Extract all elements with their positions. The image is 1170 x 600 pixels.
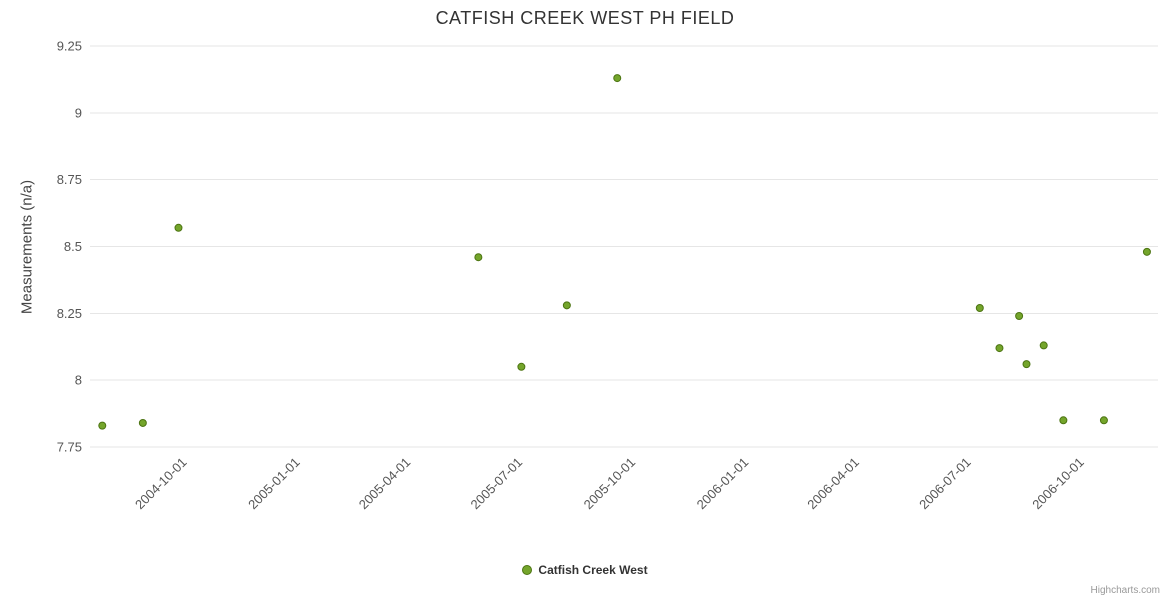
- y-axis-tick-label: 9.25: [57, 39, 82, 54]
- chart-title: CATFISH CREEK WEST PH FIELD: [435, 8, 735, 28]
- x-axis-tick-label: 2006-07-01: [916, 455, 974, 513]
- y-axis-tick-label: 8.5: [64, 239, 82, 254]
- data-point[interactable]: [517, 362, 526, 371]
- data-point[interactable]: [1142, 247, 1151, 256]
- y-axis-title: Measurements (n/a): [18, 179, 36, 315]
- y-axis-tick-label: 8.75: [57, 172, 82, 187]
- y-axis-tick-label: 9: [75, 105, 82, 120]
- x-axis-tick-label: 2005-07-01: [468, 455, 526, 513]
- x-axis-tick-label: 2006-10-01: [1029, 455, 1087, 513]
- legend-marker-icon: [522, 565, 533, 575]
- data-point[interactable]: [562, 301, 571, 310]
- legend-item-catfish-creek-west[interactable]: Catfish Creek West: [522, 563, 648, 577]
- x-axis-tick-label: 2005-10-01: [581, 455, 639, 513]
- data-point[interactable]: [174, 223, 183, 232]
- data-point[interactable]: [995, 344, 1004, 353]
- x-axis-tick-label: 2005-01-01: [245, 455, 303, 513]
- data-point[interactable]: [98, 421, 107, 430]
- data-point[interactable]: [1099, 416, 1108, 425]
- data-point[interactable]: [975, 303, 984, 312]
- data-point[interactable]: [474, 253, 483, 262]
- x-axis-tick-label: 2006-01-01: [694, 455, 752, 513]
- x-axis-tick-label: 2006-04-01: [804, 455, 862, 513]
- highcharts-credits-link[interactable]: Highcharts.com: [1090, 585, 1160, 596]
- x-axis-tick-label: 2005-04-01: [356, 455, 414, 513]
- data-point[interactable]: [1022, 360, 1031, 369]
- data-point[interactable]: [613, 74, 622, 83]
- y-axis-tick-label: 8.25: [57, 306, 82, 321]
- x-axis-tick-label: 2004-10-01: [132, 455, 190, 513]
- legend-item-label: Catfish Creek West: [538, 563, 648, 577]
- y-axis-tick-label: 8: [75, 373, 82, 388]
- data-point[interactable]: [138, 418, 147, 427]
- data-point[interactable]: [1015, 312, 1024, 321]
- y-axis-tick-label: 7.75: [57, 440, 82, 455]
- data-point[interactable]: [1059, 416, 1068, 425]
- legend: Catfish Creek West: [0, 563, 1170, 577]
- data-point[interactable]: [1039, 341, 1048, 350]
